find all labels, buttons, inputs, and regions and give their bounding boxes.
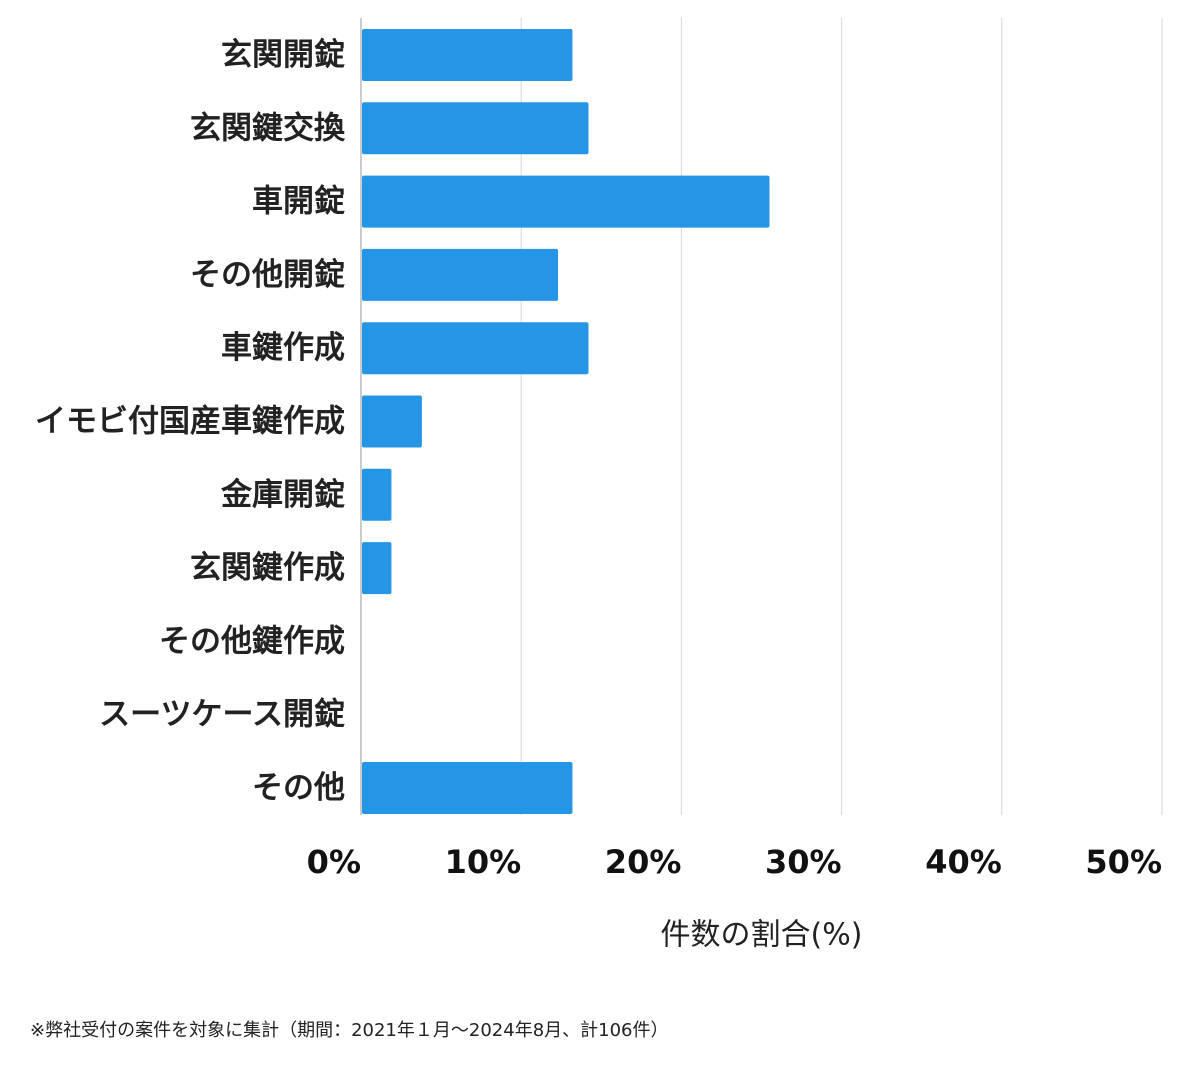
x-tick-label: 0%: [307, 843, 361, 881]
category-label: その他鍵作成: [159, 623, 345, 659]
category-label: 車開錠: [252, 184, 345, 220]
bar: [362, 322, 589, 375]
x-axis-label: 件数の割合(%): [661, 918, 863, 953]
bar: [362, 542, 392, 595]
bar: [362, 762, 573, 814]
x-tick-label: 10%: [445, 843, 522, 881]
x-tick-label: 50%: [1085, 843, 1162, 881]
x-tick-label: 30%: [765, 843, 842, 881]
category-label: 玄関鍵交換: [190, 110, 346, 146]
bar: [362, 395, 422, 448]
category-label: 金庫開錠: [220, 477, 345, 513]
bar: [362, 102, 589, 155]
category-label: 玄関鍵作成: [190, 550, 345, 586]
category-label: その他開錠: [190, 257, 345, 293]
bar: [362, 175, 770, 228]
category-label: 玄関開錠: [221, 37, 345, 73]
category-label: イモビ付国産車鍵作成: [35, 404, 345, 440]
category-label: その他: [252, 770, 345, 806]
bar-chart: 玄関開錠玄関鍵交換車開錠その他開錠車鍵作成イモビ付国産車鍵作成金庫開錠玄関鍵作成…: [35, 18, 1163, 953]
x-tick-label: 20%: [605, 843, 682, 881]
x-tick-label: 40%: [925, 843, 1002, 881]
category-label: 車鍵作成: [221, 330, 345, 366]
bar: [362, 468, 392, 521]
bar: [362, 29, 573, 81]
category-label: スーツケース開錠: [99, 697, 345, 733]
bar: [362, 248, 559, 301]
footnote: ※弊社受付の案件を対象に集計（期間：2021年１月〜2024年8月、計106件）: [30, 1020, 669, 1041]
